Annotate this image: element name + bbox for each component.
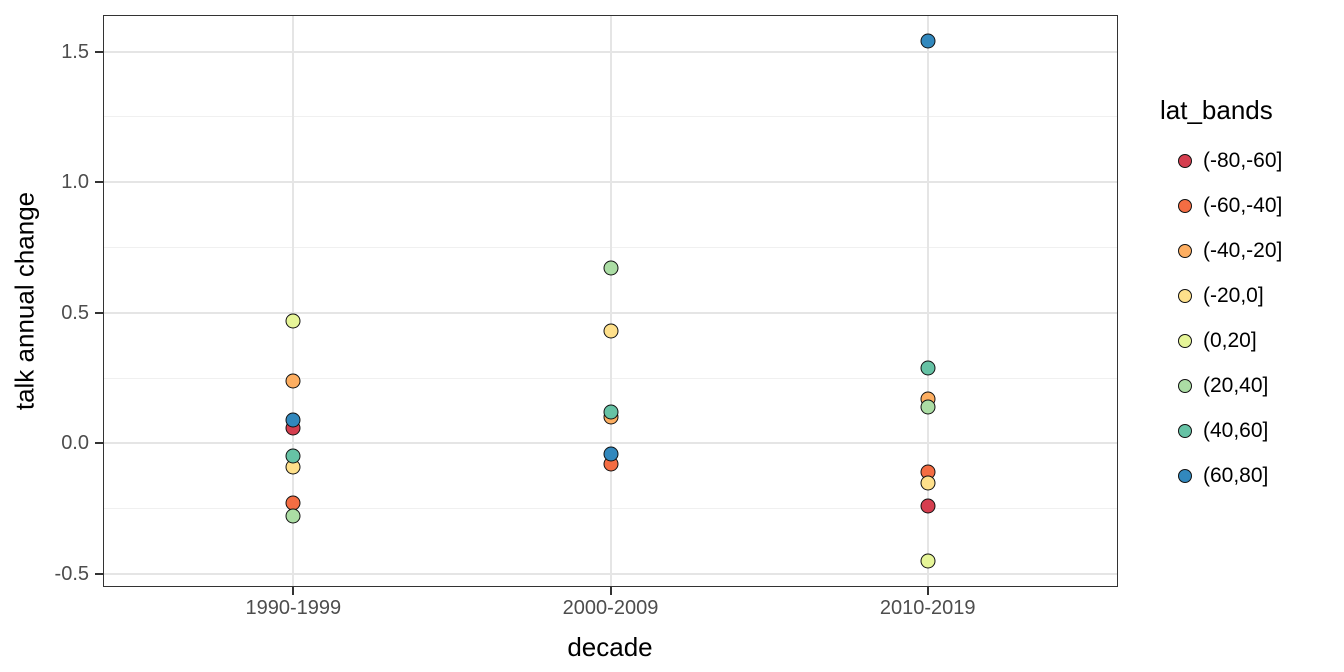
x-tick-mark bbox=[292, 587, 295, 595]
data-point bbox=[920, 360, 936, 376]
v-gridline-major bbox=[609, 15, 612, 587]
y-tick-mark bbox=[95, 181, 103, 184]
legend-key-dot bbox=[1178, 153, 1192, 168]
y-tick-mark bbox=[95, 442, 103, 445]
x-tick-mark bbox=[609, 587, 612, 595]
data-point bbox=[285, 373, 301, 389]
data-point bbox=[920, 553, 936, 569]
legend-title: lat_bands bbox=[1160, 95, 1273, 125]
legend-key-dot bbox=[1178, 333, 1192, 348]
data-point bbox=[603, 446, 618, 462]
data-point bbox=[603, 404, 618, 420]
data-point bbox=[603, 323, 618, 339]
x-axis-title: decade bbox=[567, 632, 653, 662]
legend-item-label: (-40,-20] bbox=[1203, 238, 1283, 262]
legend-item-label: (40,60] bbox=[1203, 418, 1269, 442]
x-tick-mark bbox=[926, 587, 929, 595]
x-tick-label: 2000-2009 bbox=[562, 597, 659, 619]
legend-item: (-20,0] bbox=[1178, 284, 1264, 307]
data-point bbox=[285, 412, 301, 428]
v-gridline-major bbox=[926, 15, 929, 587]
y-tick-mark bbox=[95, 50, 103, 53]
legend-item-label: (-60,-40] bbox=[1203, 193, 1283, 217]
y-tick-mark bbox=[95, 311, 103, 314]
x-tick-label: 2010-2019 bbox=[879, 597, 976, 619]
legend-item-label: (0,20] bbox=[1203, 328, 1257, 352]
legend-item: (60,80] bbox=[1178, 464, 1268, 487]
legend-item: (0,20] bbox=[1178, 329, 1257, 352]
legend-key-dot bbox=[1178, 423, 1192, 438]
legend-key-dot bbox=[1178, 288, 1192, 303]
legend-item: (-60,-40] bbox=[1178, 194, 1282, 217]
legend-item: (-40,-20] bbox=[1178, 239, 1282, 262]
data-point bbox=[920, 399, 936, 415]
legend-item: (-80,-60] bbox=[1178, 149, 1282, 172]
y-tick-label: 0.5 bbox=[61, 301, 89, 324]
y-axis-title: talk annual change bbox=[9, 191, 40, 411]
data-point bbox=[603, 260, 618, 276]
data-point bbox=[285, 313, 301, 329]
y-tick-label: 0.0 bbox=[61, 432, 89, 455]
y-tick-mark bbox=[95, 572, 103, 575]
legend-key-dot bbox=[1178, 468, 1192, 483]
y-tick-label: 1.0 bbox=[61, 171, 89, 194]
y-tick-label: 1.5 bbox=[61, 40, 89, 63]
legend-key-dot bbox=[1178, 243, 1192, 258]
legend-item: (20,40] bbox=[1178, 374, 1268, 397]
data-point bbox=[285, 448, 301, 464]
data-point bbox=[920, 475, 936, 491]
legend-key-dot bbox=[1178, 378, 1192, 393]
legend-item: (40,60] bbox=[1178, 419, 1268, 442]
legend-item-label: (-80,-60] bbox=[1203, 148, 1283, 172]
data-point bbox=[285, 508, 301, 524]
x-tick-label: 1990-1999 bbox=[245, 597, 342, 619]
legend-item-label: (60,80] bbox=[1203, 463, 1269, 487]
legend-item-label: (-20,0] bbox=[1203, 283, 1264, 307]
data-point bbox=[920, 498, 936, 514]
legend-key-dot bbox=[1178, 198, 1192, 213]
legend-item-label: (20,40] bbox=[1203, 373, 1269, 397]
data-point bbox=[920, 33, 936, 49]
y-tick-label: -0.5 bbox=[54, 562, 89, 585]
v-gridline-major bbox=[292, 15, 295, 587]
